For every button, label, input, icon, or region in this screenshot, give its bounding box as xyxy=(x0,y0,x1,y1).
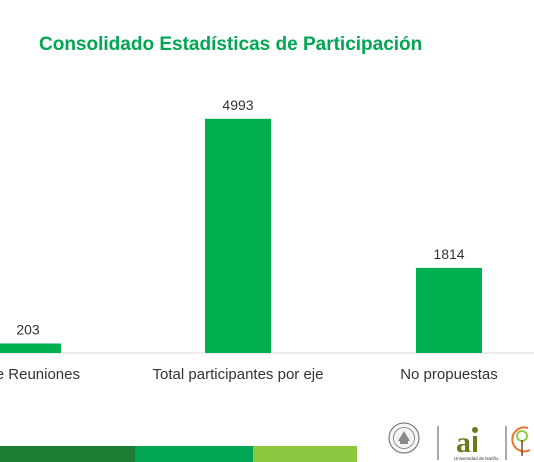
footer-strip-light xyxy=(253,446,357,462)
institution-logos: a Universidad de Nariño xyxy=(388,422,531,461)
category-label-2: No propuestas xyxy=(400,366,498,383)
bar-chart: 203 de Reuniones 4993 Total participantes p… xyxy=(0,97,534,383)
svg-text:a: a xyxy=(456,426,471,459)
category-label-1: Total participantes por eje xyxy=(153,366,324,383)
bar-2 xyxy=(416,267,482,353)
category-label-0: de Reuniones xyxy=(0,366,80,383)
footer-strip-mid xyxy=(135,446,253,462)
ai-logo: a Universidad de Nariño xyxy=(454,426,499,461)
bar-1 xyxy=(205,118,271,354)
value-label-1: 4993 xyxy=(222,97,253,113)
university-caption: Universidad de Nariño xyxy=(454,456,499,461)
seal-logo xyxy=(388,422,420,454)
tree-logo xyxy=(511,426,531,456)
bar-0 xyxy=(0,343,61,353)
chart-title: Consolidado Estadísticas de Participació… xyxy=(39,34,423,55)
value-label-2: 1814 xyxy=(433,246,464,262)
footer-strip-dark xyxy=(0,446,135,462)
value-label-0: 203 xyxy=(16,321,40,337)
